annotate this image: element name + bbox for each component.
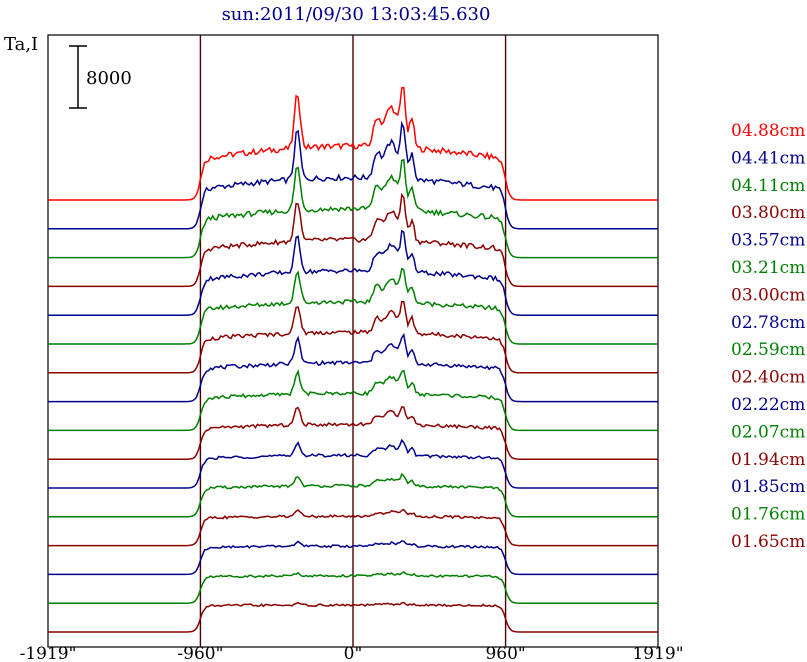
legend-entry: 02.59cm <box>731 340 805 360</box>
scale-bar-label: 8000 <box>86 68 132 89</box>
x-tick-label: 1919" <box>632 644 683 662</box>
legend-entry: 01.94cm <box>731 450 805 470</box>
series-line <box>48 438 658 489</box>
series-line <box>48 267 658 345</box>
legend: 04.88cm 04.41cm 04.11cm 03.80cm 03.57cm 03.21… <box>731 121 805 552</box>
x-tick-label: -960" <box>177 644 223 662</box>
series-line <box>48 86 658 201</box>
series-line <box>48 369 658 432</box>
series-line <box>48 332 658 403</box>
x-tick-labels: -1919" -960" 0" 960" 1919" <box>20 644 684 662</box>
legend-entry: 04.41cm <box>731 148 805 168</box>
legend-entry: 02.40cm <box>731 368 805 388</box>
scale-bar: 8000 <box>69 45 132 109</box>
legend-entry: 03.80cm <box>731 203 805 223</box>
series-line <box>48 158 658 259</box>
series-line <box>48 508 658 547</box>
y-axis-label: Ta,I <box>4 34 38 55</box>
series-line <box>48 601 658 633</box>
series-line <box>48 192 658 288</box>
series-line <box>48 300 658 374</box>
legend-entry: 01.76cm <box>731 505 805 525</box>
legend-entry: 02.07cm <box>731 422 805 442</box>
legend-entry: 03.00cm <box>731 285 805 305</box>
legend-entry: 01.65cm <box>731 532 805 552</box>
x-tick-label: -1919" <box>20 644 77 662</box>
series-line <box>48 472 658 518</box>
reference-lines <box>199 35 507 647</box>
x-tick-label: 960" <box>485 644 525 662</box>
spectrum-traces <box>48 86 658 633</box>
legend-entry: 03.21cm <box>731 258 805 278</box>
series-line <box>48 229 658 316</box>
legend-entry: 02.22cm <box>731 395 805 415</box>
legend-entry: 04.88cm <box>731 121 805 141</box>
series-line <box>48 540 658 576</box>
series-line <box>48 406 658 460</box>
legend-entry: 04.11cm <box>731 176 805 196</box>
legend-entry: 03.57cm <box>731 231 805 251</box>
x-tick-label: 0" <box>344 644 363 662</box>
series-line <box>48 570 658 604</box>
series-line <box>48 120 658 230</box>
legend-entry: 02.78cm <box>731 313 805 333</box>
chart-title: sun:2011/09/30 13:03:45.630 <box>222 4 491 25</box>
legend-entry: 01.85cm <box>731 477 805 497</box>
